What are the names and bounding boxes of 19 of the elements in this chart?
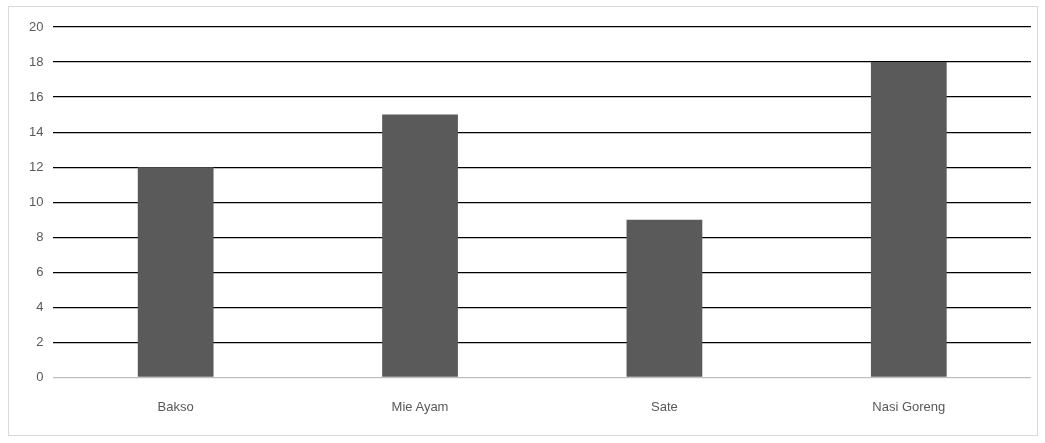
bar <box>870 62 947 377</box>
y-tick-label: 12 <box>28 158 44 174</box>
x-tick-label: Sate <box>651 398 678 414</box>
y-tick-label: 18 <box>28 53 44 69</box>
bar <box>626 219 703 377</box>
y-tick-label: 2 <box>36 333 44 349</box>
x-tick-label: Nasi Goreng <box>872 398 946 414</box>
y-tick-label: 0 <box>36 368 44 384</box>
y-tick-label: 8 <box>36 228 44 244</box>
bar <box>382 114 458 377</box>
x-tick-label: Mie Ayam <box>391 398 449 414</box>
y-tick-label: 20 <box>28 18 44 34</box>
y-tick-label: 10 <box>28 193 44 209</box>
y-tick-label: 16 <box>28 88 44 104</box>
y-tick-label: 14 <box>28 123 44 139</box>
bar <box>137 167 214 377</box>
y-tick-label: 4 <box>36 298 44 314</box>
y-tick-label: 6 <box>36 263 44 279</box>
x-tick-label: Bakso <box>157 398 194 414</box>
